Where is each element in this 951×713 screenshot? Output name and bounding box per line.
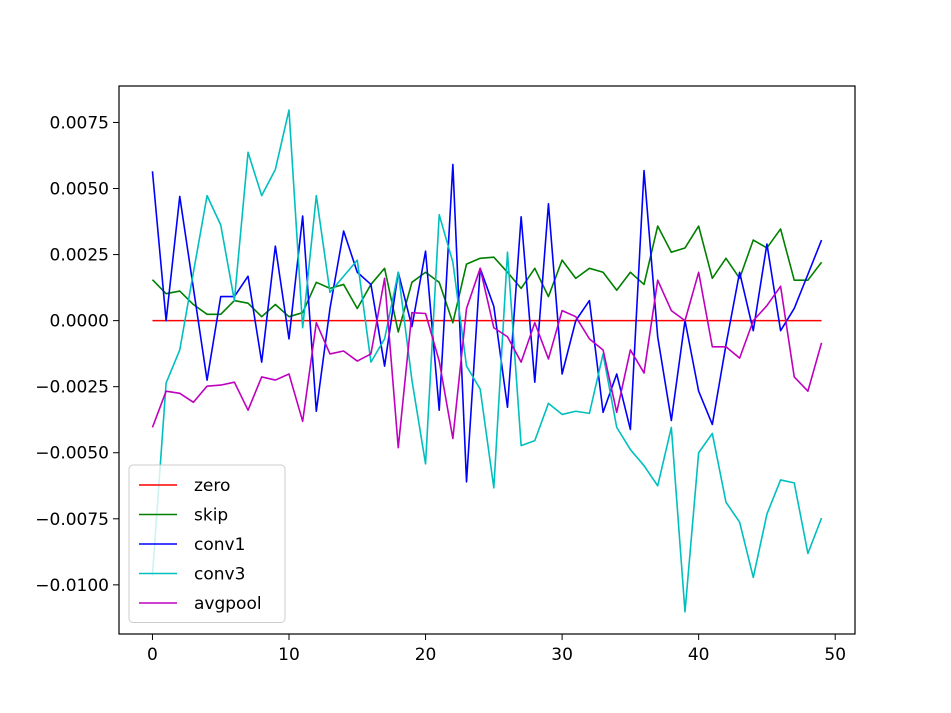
x-tick-label: 10 [278, 645, 300, 665]
legend-label-skip: skip [194, 506, 228, 526]
legend-label-conv1: conv1 [194, 535, 245, 555]
plot-frame [118, 85, 856, 635]
x-tick-label: 0 [147, 645, 158, 665]
series-line-skip [151, 225, 823, 333]
x-tick-label: 50 [824, 645, 846, 665]
y-tick-label: 0.0050 [50, 180, 109, 200]
y-axis: −0.0100 −0.0075 −0.0050 −0.0025 0.0000 0.0025… [35, 113, 119, 596]
x-axis: 0 10 20 30 40 50 [147, 634, 846, 665]
legend-label-avgpool: avgpool [194, 594, 262, 614]
legend-label-conv3: conv3 [194, 565, 245, 585]
series-line-conv1 [151, 163, 823, 483]
y-tick-label: −0.0075 [35, 510, 109, 530]
y-tick-label: −0.0025 [35, 378, 109, 398]
series-line-avgpool [151, 267, 823, 449]
y-tick-label: −0.0050 [35, 444, 109, 464]
x-tick-label: 20 [415, 645, 437, 665]
x-tick-label: 40 [688, 645, 710, 665]
y-tick-label: −0.0100 [35, 576, 109, 596]
legend: zero skip conv1 conv3 avgpool [128, 464, 286, 623]
series-line-conv3 [151, 109, 823, 613]
legend-box [128, 464, 286, 623]
series-layer [151, 109, 823, 613]
x-tick-label: 30 [551, 645, 573, 665]
y-tick-label: 0.0000 [50, 312, 109, 332]
y-tick-label: 0.0025 [50, 246, 109, 266]
legend-label-zero: zero [194, 476, 230, 496]
y-tick-label: 0.0075 [50, 113, 109, 133]
